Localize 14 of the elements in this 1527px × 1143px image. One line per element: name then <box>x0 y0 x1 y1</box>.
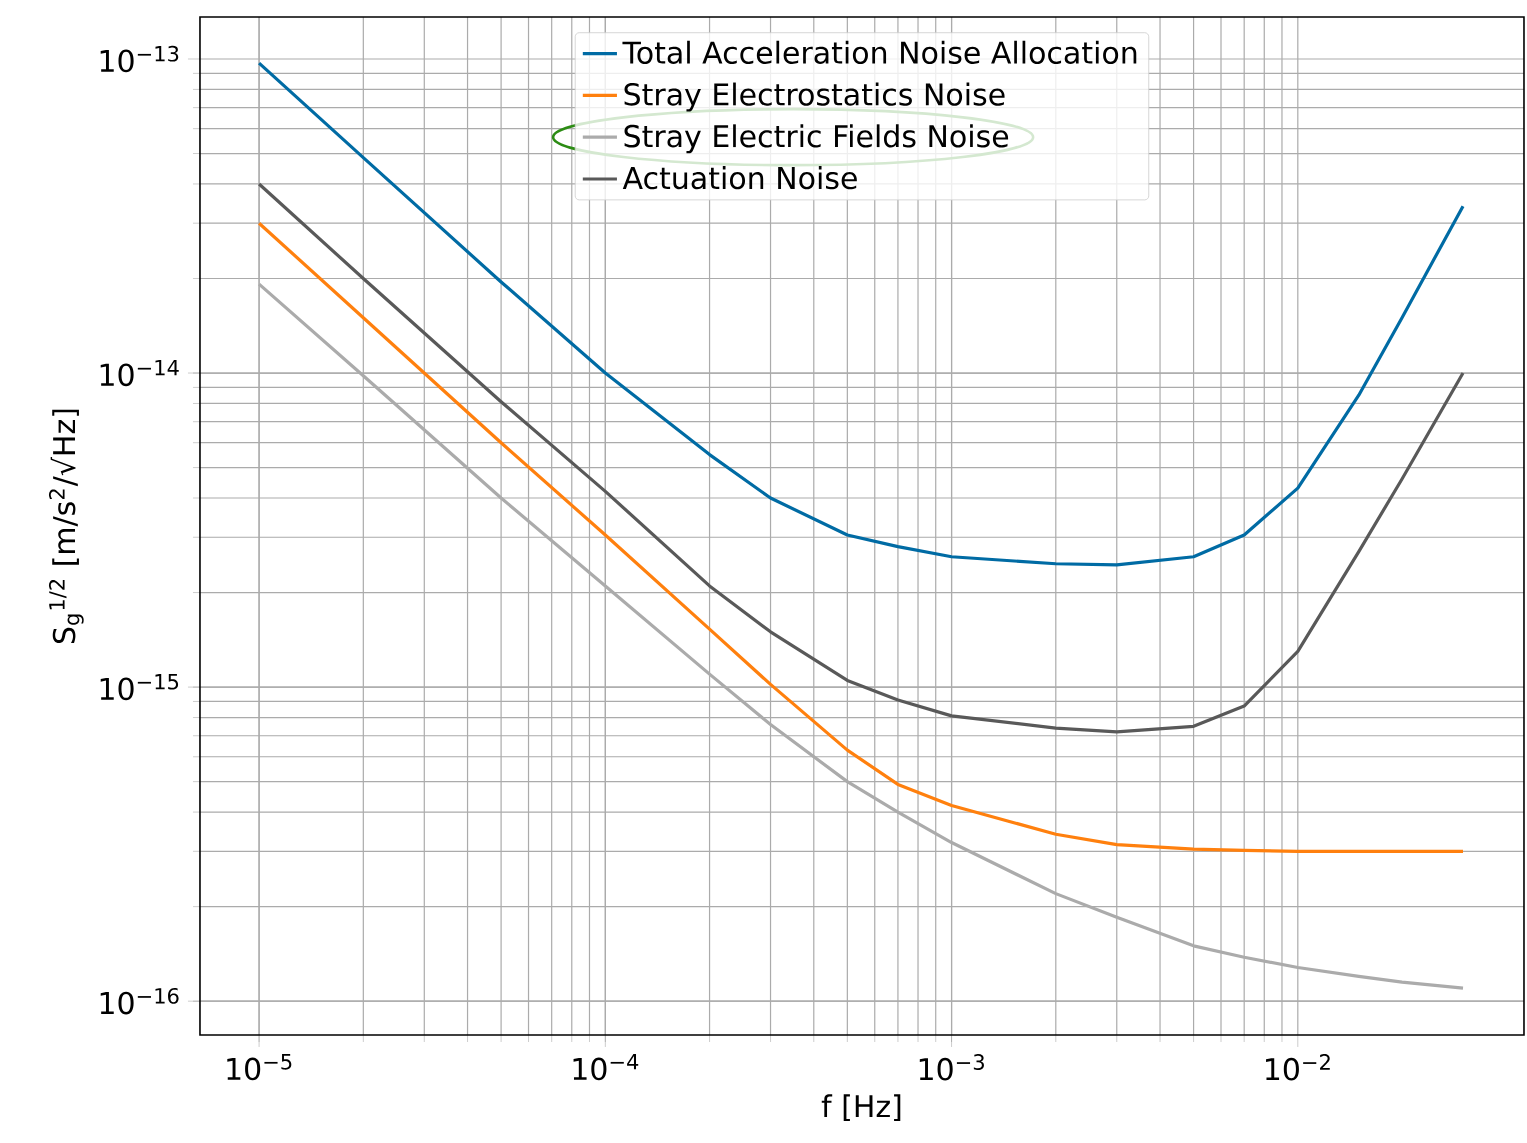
y-tick-label: 10$^{−15}$ <box>100 674 179 701</box>
x-tick-label: 10$^{−2}$ <box>1266 1054 1330 1081</box>
x-tick-label: 10$^{−4}$ <box>573 1054 639 1081</box>
y-axis-title: S$_{g}$$^{1/2}$ [m/s$^{2}$/√Hz] <box>48 409 84 644</box>
legend-label: Total Acceleration Noise Allocation <box>622 40 1137 64</box>
y-tick-label: 10$^{−13}$ <box>100 45 179 73</box>
y-tick-label: 10$^{−14}$ <box>100 359 179 387</box>
x-tick-label: 10$^{−3}$ <box>919 1054 984 1081</box>
x-axis-title: f [Hz] <box>821 1094 901 1122</box>
x-tick-label: 10$^{−5}$ <box>227 1054 292 1081</box>
legend-label: Stray Electric Fields Noise <box>624 124 1009 154</box>
legend-label: Actuation Noise <box>622 166 857 190</box>
legend-label: Stray Electrostatics Noise <box>624 82 1005 112</box>
y-tick-label: 10$^{−16}$ <box>100 987 179 1015</box>
